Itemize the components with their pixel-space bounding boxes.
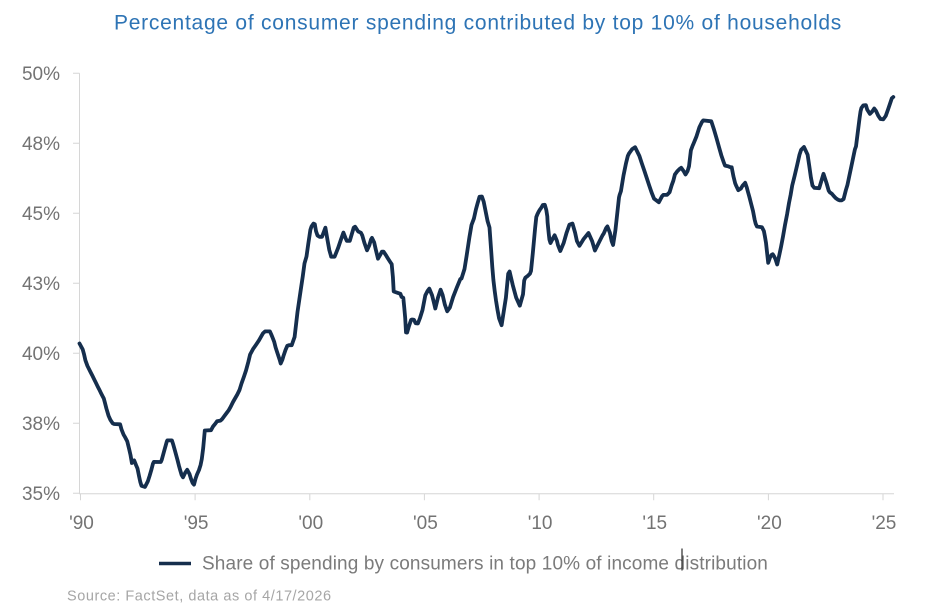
svg-text:'05: '05	[413, 513, 438, 534]
svg-text:43%: 43%	[22, 274, 60, 295]
svg-text:Share of spending by consumers: Share of spending by consumers in top 10…	[202, 554, 768, 575]
svg-text:35%: 35%	[22, 484, 60, 505]
svg-text:'15: '15	[642, 513, 667, 534]
svg-text:Percentage of consumer spendin: Percentage of consumer spending contribu…	[114, 12, 842, 35]
svg-text:'25: '25	[872, 513, 897, 534]
svg-text:'00: '00	[298, 513, 323, 534]
svg-text:50%: 50%	[22, 64, 60, 85]
svg-text:Source: FactSet, data as of 4/: Source: FactSet, data as of 4/17/2026	[67, 589, 332, 605]
svg-text:48%: 48%	[22, 134, 60, 155]
svg-text:38%: 38%	[22, 414, 60, 435]
svg-text:'90: '90	[69, 513, 94, 534]
svg-text:40%: 40%	[22, 344, 60, 365]
svg-text:'95: '95	[184, 513, 209, 534]
svg-text:'10: '10	[528, 513, 553, 534]
svg-text:45%: 45%	[22, 204, 60, 225]
svg-text:'20: '20	[757, 513, 782, 534]
